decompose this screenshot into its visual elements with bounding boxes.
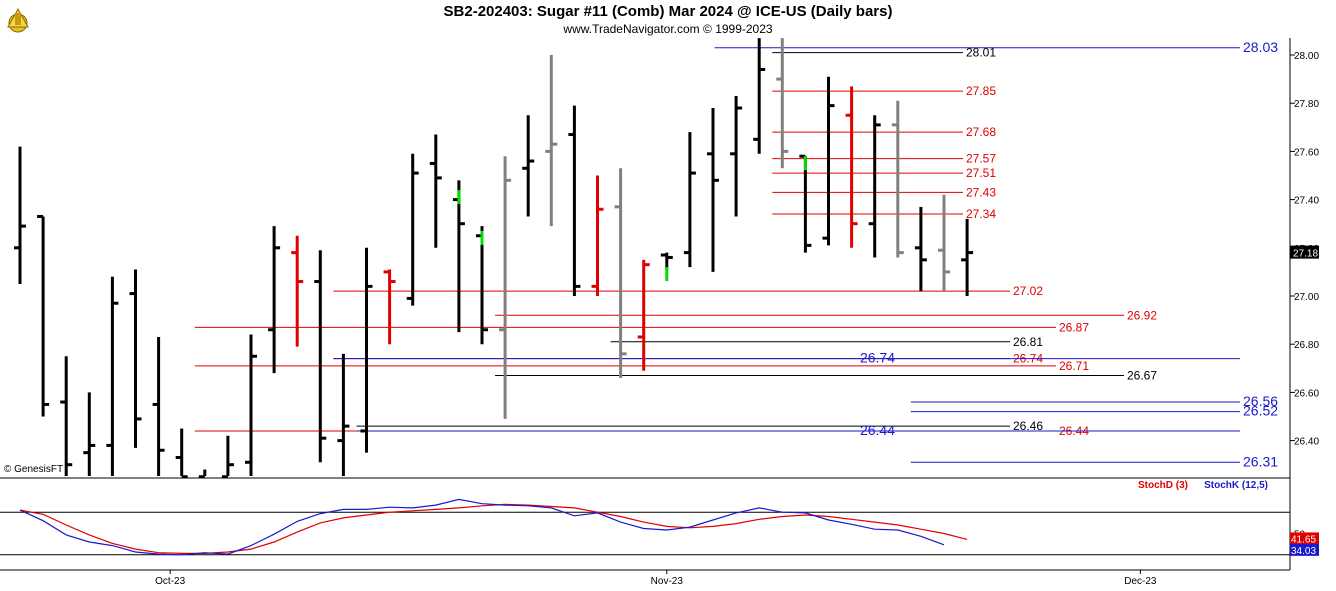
level-label: 27.85 bbox=[966, 84, 996, 98]
level-label: 26.31 bbox=[1243, 453, 1278, 469]
price-panel-background bbox=[0, 38, 1290, 478]
time-axis-background bbox=[0, 570, 1336, 591]
level-label: 27.51 bbox=[966, 166, 996, 180]
level-label: 26.87 bbox=[1059, 320, 1089, 334]
level-label: 27.57 bbox=[966, 152, 996, 166]
stochk-value-label: 34.03 bbox=[1291, 546, 1316, 557]
price-tick-label: 26.80 bbox=[1294, 340, 1319, 351]
stochastic-line bbox=[19, 503, 968, 555]
price-tick-label: 27.40 bbox=[1294, 196, 1319, 207]
price-axis: 28.0027.8027.6027.4027.2027.0026.8026.60… bbox=[0, 38, 1319, 479]
legend-stochk: StochK (12,5) bbox=[1204, 480, 1268, 491]
last-price-label: 27.18 bbox=[1293, 249, 1318, 260]
trade-navigator-logo bbox=[2, 3, 34, 35]
price-tick-label: 27.00 bbox=[1294, 292, 1319, 303]
time-tick-label: Nov-23 bbox=[651, 576, 684, 587]
stochd-value-label: 41.65 bbox=[1291, 534, 1316, 545]
stochd-value-marker bbox=[1290, 532, 1319, 545]
level-label: 27.68 bbox=[966, 125, 996, 139]
time-axis: Oct-23 Nov-23 Dec-23 bbox=[0, 569, 1336, 591]
level-label: 27.02 bbox=[1013, 284, 1043, 298]
level-label: 27.34 bbox=[966, 207, 996, 221]
chart-header: SB2-202403: Sugar #11 (Comb) Mar 2024 @ … bbox=[0, 0, 1336, 38]
level-label: 26.46 bbox=[1013, 419, 1043, 433]
price-tick-label: 26.60 bbox=[1294, 388, 1319, 399]
level-label: 26.52 bbox=[1243, 403, 1278, 419]
stochastic-panel: StochD (3) StochK (12,5) bbox=[0, 480, 1290, 556]
level-label: 26.67 bbox=[1127, 369, 1157, 383]
level-label: 26.56 bbox=[1243, 393, 1278, 409]
time-tick-label: Oct-23 bbox=[155, 576, 185, 587]
price-bars bbox=[14, 38, 974, 479]
level-label: 28.01 bbox=[966, 46, 996, 60]
stochk-value-marker bbox=[1290, 543, 1319, 556]
chart-subtitle: www.TradeNavigator.com © 1999-2023 bbox=[563, 22, 773, 36]
level-label: 27.43 bbox=[966, 185, 996, 199]
level-label: 28.03 bbox=[1243, 39, 1278, 55]
price-tick-label: 27.80 bbox=[1294, 99, 1319, 110]
watermark: © GenesisFT bbox=[4, 464, 63, 475]
level-label: 26.71 bbox=[1059, 359, 1089, 373]
price-tick-label: 28.00 bbox=[1294, 51, 1319, 62]
price-tick-label: 27.60 bbox=[1294, 147, 1319, 158]
last-price-marker bbox=[1290, 245, 1319, 259]
chart-title: SB2-202403: Sugar #11 (Comb) Mar 2024 @ … bbox=[443, 3, 893, 20]
level-label: 26.74 bbox=[860, 350, 895, 366]
legend-stochd: StochD (3) bbox=[1138, 480, 1188, 491]
time-tick-label: Dec-23 bbox=[1124, 576, 1157, 587]
stochastic-line bbox=[19, 498, 945, 556]
level-label: 26.44 bbox=[860, 422, 895, 438]
level-label: 26.81 bbox=[1013, 335, 1043, 349]
price-tick-label: 26.40 bbox=[1294, 437, 1319, 448]
level-label: 26.92 bbox=[1127, 308, 1157, 322]
